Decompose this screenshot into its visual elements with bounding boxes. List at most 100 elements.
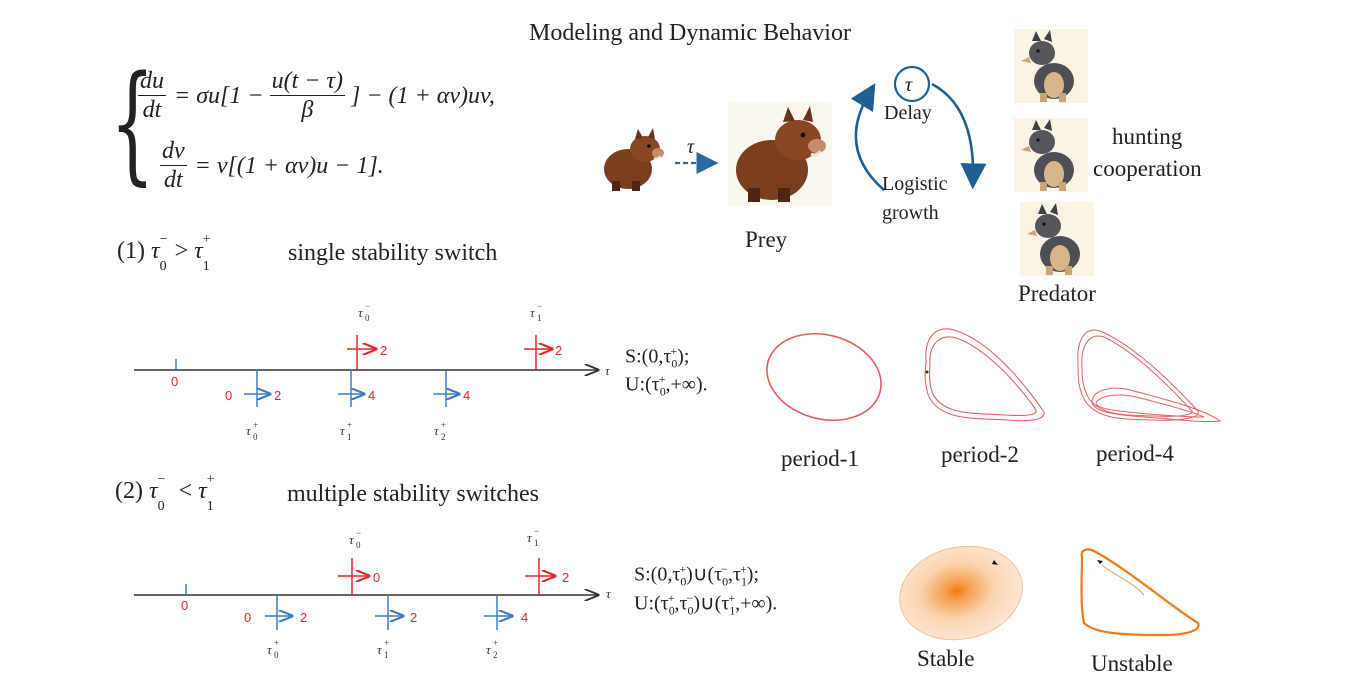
- below-label-2a: 2: [300, 610, 307, 625]
- wolf-icon: [1020, 202, 1094, 276]
- eq2-lhs-den: dt: [163, 167, 183, 193]
- tau2-plus-label-1: τ: [434, 423, 440, 438]
- below-label-2c: 4: [521, 610, 528, 625]
- tau1-plus-label-1: τ: [340, 423, 346, 438]
- svg-text:1: 1: [537, 313, 542, 323]
- eq2-lhs-num: dv: [160, 138, 187, 166]
- tau1-minus-label-2: τ: [527, 530, 533, 545]
- equation-line-2: dv dt = v[(1 + αv)u − 1].: [156, 138, 384, 194]
- svg-text:2: 2: [493, 650, 498, 660]
- stable-spiral: [899, 545, 1023, 641]
- boar-icon: [728, 102, 832, 206]
- case1-label: (1) τ −0 > τ +1: [117, 232, 211, 274]
- timeline-case1: 0 2 2 0 2 4 4 τ − 0 τ − 1 τ + 0 τ +: [134, 301, 611, 442]
- unstable-label: Unstable: [1091, 651, 1173, 676]
- svg-text:−: −: [537, 301, 542, 311]
- svg-text:+: +: [253, 420, 258, 430]
- tau0-plus-label-1: τ: [246, 423, 252, 438]
- eq1-lhs-den: dt: [142, 97, 162, 123]
- svg-text:+: +: [274, 638, 279, 648]
- zero-label-2: 0: [181, 598, 188, 613]
- axis-label-tau-1: τ: [605, 363, 611, 378]
- period-1-orbit: [766, 332, 882, 422]
- crossing-down-tau2-plus: 4: [433, 370, 470, 407]
- delay-label: Delay: [884, 102, 932, 124]
- equation-line-1: du dt = σu[1 − u(t − τ) β ] − (1 + αv)uv,: [134, 68, 495, 124]
- period-4-orbit: [1077, 329, 1222, 423]
- crossing-down-tau2-plus-2: 4: [484, 595, 528, 630]
- stable-label: Stable: [917, 646, 975, 671]
- eq2-rhs: = v[(1 + αv)u − 1].: [194, 152, 384, 179]
- period-label-4: period-4: [1096, 441, 1174, 466]
- unstable-orbit: [1080, 548, 1200, 637]
- tau0-minus-label-1: τ: [358, 305, 364, 320]
- hunting-label-2: cooperation: [1093, 156, 1202, 181]
- crossing-down-tau1-plus: 4: [338, 370, 375, 407]
- case2-stable-interval: S:(0,τ0+)∪(τ0−,τ1+);: [634, 562, 759, 589]
- svg-text:+: +: [493, 638, 498, 648]
- tau0-minus-label-2: τ: [349, 532, 355, 547]
- below-label-1a: 2: [274, 388, 281, 403]
- crossing-up-tau1-minus: 2: [524, 335, 562, 370]
- crossing-down-tau1-plus-2: 2: [375, 595, 417, 630]
- below-label-1-start: 0: [225, 388, 232, 403]
- hunting-label-1: hunting: [1112, 124, 1183, 149]
- boar-icon: [604, 128, 664, 191]
- tau0-plus-label-2: τ: [267, 642, 273, 657]
- feedback-cycle: τ: [850, 65, 987, 191]
- above-label-2b: 2: [562, 570, 569, 585]
- case1-unstable-interval: U:(τ0+,+∞).: [625, 372, 708, 399]
- case2-description: multiple stability switches: [287, 481, 539, 507]
- case1-description: single stability switch: [288, 240, 498, 266]
- wolf-icon: [1014, 118, 1088, 192]
- logistic-label-1: Logistic: [882, 173, 948, 195]
- below-label-2-start: 0: [244, 610, 251, 625]
- left-brace: {: [110, 49, 155, 198]
- case1-stable-interval: S:(0,τ0+);: [625, 344, 690, 371]
- above-label-1a: 2: [380, 343, 387, 358]
- timeline-case2: 0 0 2 0 2 2 4 τ − 0 τ − 1 τ + 0 τ + 1 τ: [134, 526, 612, 660]
- below-label-1c: 4: [463, 388, 470, 403]
- eq1-frac-den: β: [301, 97, 314, 123]
- svg-text:−: −: [534, 526, 539, 536]
- logistic-label-2: growth: [882, 202, 939, 224]
- eq1-post: ] − (1 + αv)uv,: [351, 82, 495, 109]
- delay-arrow-tau: τ: [687, 136, 695, 158]
- svg-text:2: 2: [441, 432, 446, 442]
- period-2-orbit: [924, 328, 1045, 422]
- crossing-up-tau0-minus-2: 0: [338, 558, 380, 595]
- crossing-up-tau1-minus-2: 2: [525, 558, 569, 595]
- delay-arrow: τ: [675, 136, 719, 174]
- prey-label: Prey: [745, 227, 788, 252]
- svg-text:1: 1: [384, 650, 389, 660]
- tau1-minus-label-1: τ: [530, 305, 536, 320]
- svg-text:+: +: [441, 420, 446, 430]
- above-label-1b: 2: [555, 343, 562, 358]
- svg-text:+: +: [347, 420, 352, 430]
- period-label-2: period-2: [941, 442, 1019, 467]
- zero-label-1: 0: [171, 374, 178, 389]
- svg-text:−: −: [365, 301, 370, 311]
- svg-text:0: 0: [356, 540, 361, 550]
- wolf-icon: [1014, 29, 1088, 103]
- svg-text:0: 0: [365, 313, 370, 323]
- tau2-plus-label-2: τ: [486, 642, 492, 657]
- below-label-1b: 4: [368, 388, 375, 403]
- page-title: Modeling and Dynamic Behavior: [529, 20, 851, 46]
- case2-unstable-interval: U:(τ0+,τ0−)∪(τ1+,+∞).: [634, 591, 778, 618]
- predator-label: Predator: [1018, 281, 1096, 306]
- svg-text:1: 1: [534, 538, 539, 548]
- svg-text:1: 1: [347, 432, 352, 442]
- svg-text:+: +: [384, 638, 389, 648]
- eq1-pre: = σu[1 −: [174, 82, 264, 109]
- below-label-2b: 2: [410, 610, 417, 625]
- equation-system: du dt = σu[1 − u(t − τ) β ] − (1 + αv)uv, …: [112, 62, 592, 202]
- axis-label-tau-2: τ: [606, 586, 612, 601]
- tau1-plus-label-2: τ: [377, 642, 383, 657]
- crossing-down-tau0-plus-2: 0 2: [244, 595, 307, 630]
- svg-text:0: 0: [253, 432, 258, 442]
- period-label-1: period-1: [781, 446, 859, 471]
- case2-label: (2) τ −0 < τ +1: [115, 472, 215, 514]
- eq1-frac-num: u(t − τ): [269, 68, 346, 96]
- svg-text:−: −: [356, 528, 361, 538]
